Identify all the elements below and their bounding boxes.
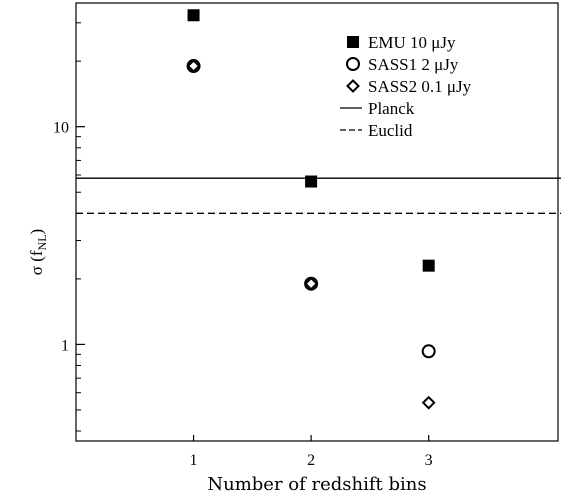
reference-lines — [76, 177, 561, 214]
data-point-filled-square — [305, 175, 318, 188]
legend-marker-open-diamond — [346, 79, 360, 93]
y-axis-label: σ (fNL) — [27, 229, 49, 275]
legend-label: SASS2 0.1 μJy — [368, 77, 472, 96]
data-point-open-diamond — [186, 59, 201, 73]
y-tick-label: 10 — [53, 120, 69, 137]
x-tick-label: 1 — [190, 452, 198, 469]
data-point-open-diamond — [421, 395, 436, 410]
x-tick-label: 2 — [307, 452, 315, 469]
legend-label: SASS1 2 μJy — [368, 55, 459, 74]
axis-ticks: 1 2 3 1 10 — [53, 22, 433, 469]
data-point-filled-square — [187, 9, 200, 22]
legend-marker-filled-square — [347, 36, 359, 48]
legend-label: Euclid — [368, 121, 413, 140]
data-point-open-circle — [421, 344, 436, 359]
legend-marker-open-circle — [346, 57, 360, 71]
x-axis-label: Number of redshift bins — [207, 474, 426, 495]
y-axis-label-subscript: NL — [35, 234, 49, 250]
legend-label: EMU 10 μJy — [368, 33, 456, 52]
y-axis-label-close: ) — [27, 229, 46, 235]
y-tick-label: 1 — [61, 337, 69, 354]
data-point-filled-square — [422, 259, 435, 272]
plot-area-frame — [75, 2, 559, 442]
legend: EMU 10 μJy SASS1 2 μJy SASS2 0.1 μJy Planck… — [340, 33, 472, 140]
y-axis-label-main: σ (f — [27, 250, 46, 275]
x-tick-label: 3 — [425, 452, 433, 469]
data-markers — [186, 9, 436, 410]
data-point-open-diamond — [304, 276, 319, 291]
legend-label: Planck — [368, 99, 415, 118]
